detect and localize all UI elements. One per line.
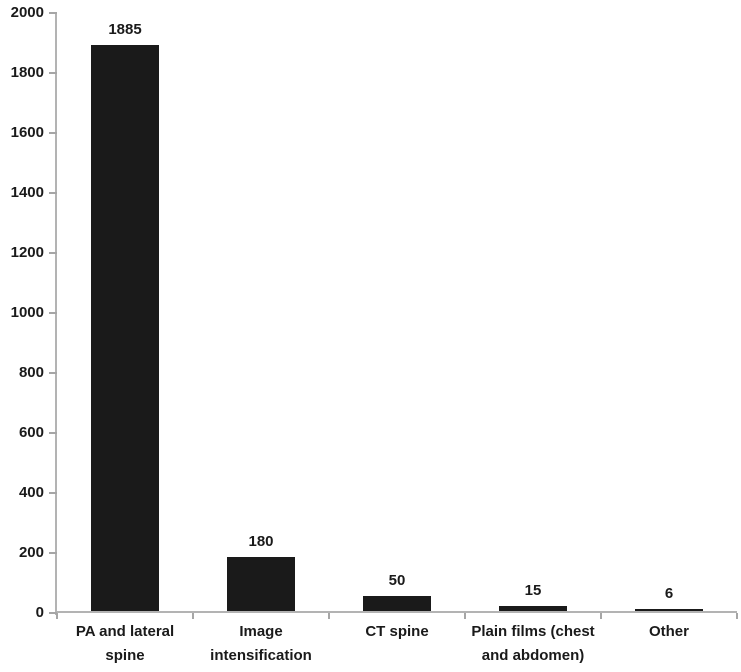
category-label: CT spine: [365, 623, 429, 640]
x-tick: [192, 613, 194, 619]
x-axis-line: [55, 611, 737, 613]
bar: [499, 606, 567, 611]
y-tick: [49, 312, 57, 314]
y-tick: [49, 432, 57, 434]
y-tick: [49, 372, 57, 374]
x-tick: [328, 613, 330, 619]
y-axis-tick-label: 2000: [10, 4, 44, 21]
y-axis-tick-label: 400: [18, 484, 44, 501]
category-label: Other: [648, 623, 689, 640]
y-axis-tick-label: 1800: [10, 64, 44, 81]
y-tick: [49, 492, 57, 494]
bar-value-label: 15: [524, 582, 542, 599]
y-axis-tick-label: 600: [18, 424, 44, 441]
bar-value-label: 180: [248, 533, 274, 550]
y-tick: [49, 12, 57, 14]
category-label: Plain films (chest and abdomen): [471, 623, 595, 664]
bar: [363, 596, 431, 611]
y-axis-tick-label: 200: [18, 544, 44, 561]
bar: [635, 609, 703, 611]
y-axis-line: [55, 13, 57, 615]
bar: [91, 45, 159, 611]
y-axis-tick-label: 1000: [10, 304, 44, 321]
category-label: PA and lateral spine: [75, 623, 175, 664]
y-axis-tick-label: 800: [18, 364, 44, 381]
category-label: Image intensification: [210, 623, 312, 664]
y-tick: [49, 612, 57, 614]
y-axis-tick-label: 1400: [10, 184, 44, 201]
bar: [227, 557, 295, 611]
bar-value-label: 1885: [108, 21, 142, 38]
y-tick: [49, 552, 57, 554]
y-axis-tick-label: 1200: [10, 244, 44, 261]
y-tick: [49, 252, 57, 254]
y-tick: [49, 72, 57, 74]
y-axis-tick-label: 0: [35, 604, 44, 621]
bar-value-label: 50: [388, 572, 406, 589]
y-tick: [49, 192, 57, 194]
y-axis-tick-label: 1600: [10, 124, 44, 141]
bar-value-label: 6: [664, 585, 674, 602]
x-tick: [56, 613, 58, 619]
x-tick: [600, 613, 602, 619]
x-tick: [464, 613, 466, 619]
x-tick: [736, 613, 738, 619]
y-tick: [49, 132, 57, 134]
